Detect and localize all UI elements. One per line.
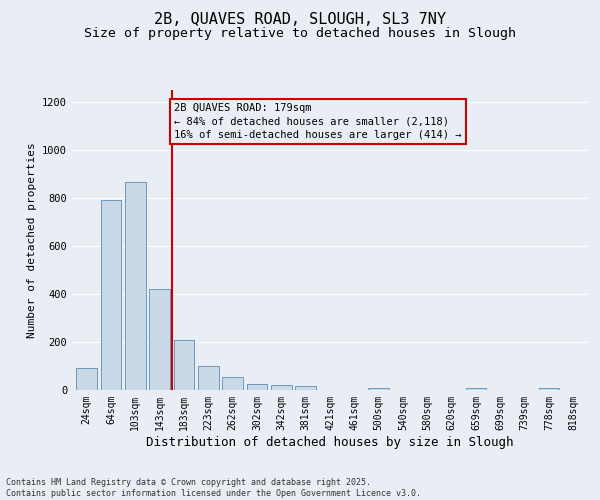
Bar bbox=[76, 368, 97, 390]
Bar bbox=[271, 385, 292, 390]
Bar bbox=[539, 388, 559, 390]
Bar bbox=[198, 366, 218, 390]
X-axis label: Distribution of detached houses by size in Slough: Distribution of detached houses by size … bbox=[146, 436, 514, 448]
Bar bbox=[295, 386, 316, 390]
Text: 2B QUAVES ROAD: 179sqm
← 84% of detached houses are smaller (2,118)
16% of semi-: 2B QUAVES ROAD: 179sqm ← 84% of detached… bbox=[174, 103, 462, 140]
Bar bbox=[125, 182, 146, 390]
Bar bbox=[149, 289, 170, 390]
Bar bbox=[101, 200, 121, 390]
Bar bbox=[247, 384, 268, 390]
Bar bbox=[368, 388, 389, 390]
Text: Contains HM Land Registry data © Crown copyright and database right 2025.
Contai: Contains HM Land Registry data © Crown c… bbox=[6, 478, 421, 498]
Bar bbox=[466, 388, 487, 390]
Bar bbox=[173, 340, 194, 390]
Y-axis label: Number of detached properties: Number of detached properties bbox=[26, 142, 37, 338]
Bar bbox=[222, 377, 243, 390]
Text: Size of property relative to detached houses in Slough: Size of property relative to detached ho… bbox=[84, 28, 516, 40]
Text: 2B, QUAVES ROAD, SLOUGH, SL3 7NY: 2B, QUAVES ROAD, SLOUGH, SL3 7NY bbox=[154, 12, 446, 28]
